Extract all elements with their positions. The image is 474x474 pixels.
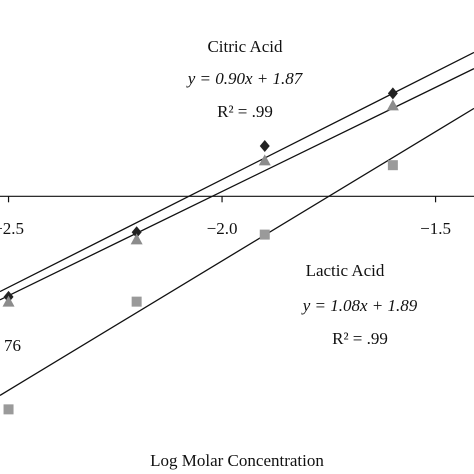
point [130,233,143,245]
x-tick-label: −2.0 [207,219,238,238]
x-tick-label: −1.5 [420,219,451,238]
annotation: y = 1.08x + 1.89 [301,296,418,315]
point [2,295,15,307]
point [131,226,142,239]
annotation: R² = .99 [332,329,388,348]
annotation: 76 [4,336,21,355]
point [387,87,398,100]
point [387,160,398,171]
trend-line [0,107,474,396]
trend-line [0,51,474,293]
x-axis-label: Log Molar Concentration [150,451,324,470]
annotation: R² = .99 [217,102,273,121]
point [3,404,14,415]
point [259,140,270,153]
annotation: Lactic Acid [306,261,385,280]
point [131,296,142,307]
point [258,154,271,166]
x-tick-label: −2.5 [0,219,24,238]
annotation: Citric Acid [207,37,283,56]
annotation: y = 0.90x + 1.87 [186,69,304,88]
point [259,229,270,240]
point [386,99,399,111]
